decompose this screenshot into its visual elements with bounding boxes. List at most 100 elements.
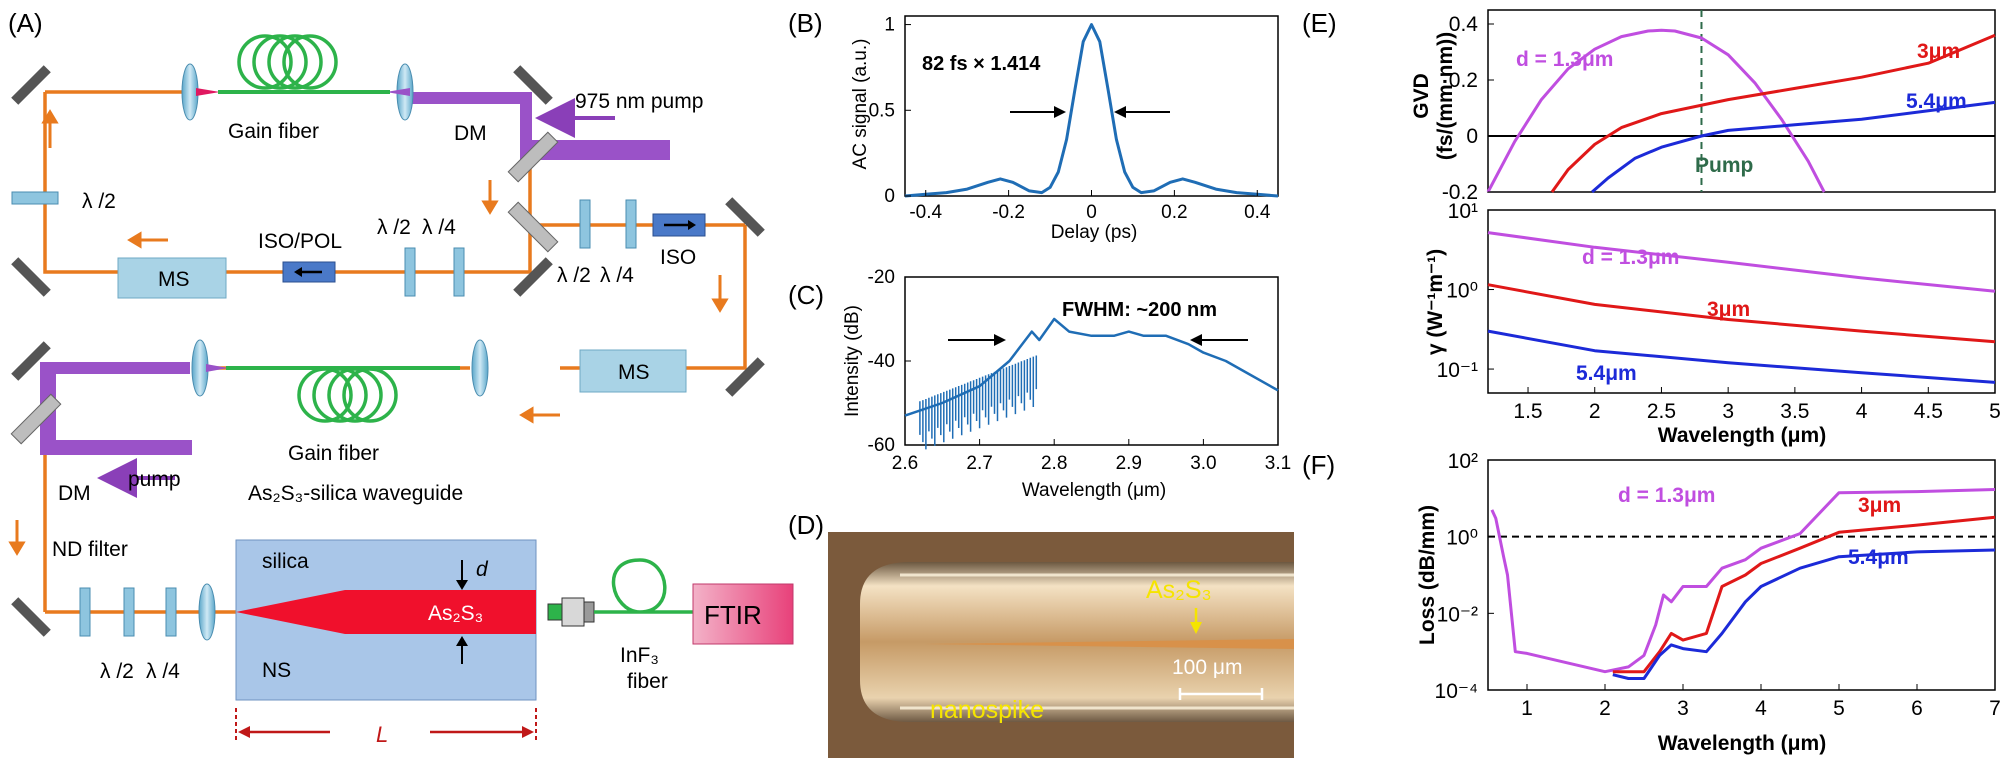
pump-beam-top (405, 92, 670, 160)
label-ms-right: MS (618, 361, 650, 384)
label-waveguide-title: As₂S₃-silica waveguide (248, 482, 463, 505)
x-tick-label: 5 (1833, 697, 1845, 720)
panel-a: (A) (8, 8, 794, 747)
plot-e-bottom-marks: 10¹ 10⁰ 10⁻¹ 1.5 2 2.5 3 3.5 4 4.5 5 (1437, 200, 2001, 423)
half-wave-plate (123, 587, 135, 637)
spectrum-fringes (919, 355, 1038, 450)
mirror-icon (513, 257, 553, 297)
series-line-spectrum (904, 317, 1279, 417)
fiber-coil-icon (237, 34, 338, 90)
plot-frame-b (904, 15, 1279, 197)
series-label-d3: 3μm (1917, 40, 1960, 63)
nanospike-taper (925, 639, 1294, 649)
panel-e: (E) 0.4 0.2 0 -0.2 10¹ 10⁰ 10⁻¹ 1.5 2 2.5 3 3.5 4 4.… (1302, 8, 2001, 447)
x-tick-label: 2 (1589, 400, 1601, 423)
series-line-ac (904, 23, 1279, 198)
quarter-wave-plate (165, 587, 177, 637)
plot-b-marks: -0.4 -0.2 0 0.2 0.4 0 0.5 1 (869, 15, 1279, 223)
label-gain-fiber-top: Gain fiber (228, 120, 319, 143)
pump-beam-bottom (40, 410, 192, 455)
arrow-icon (1190, 622, 1202, 634)
label-d-as2s3: As₂S₃ (1146, 576, 1212, 604)
plot-frame-e-top (1487, 9, 1996, 193)
plot-frame-e-bottom (1487, 209, 1996, 394)
label-ns: NS (262, 659, 291, 682)
xlabel-e: Wavelength (μm) (1658, 424, 1826, 447)
x-tick-label: 3 (1677, 697, 1689, 720)
x-tick-label: 4 (1856, 400, 1868, 423)
arrow-icon (994, 334, 1006, 346)
x-tick-label: 2.6 (892, 453, 918, 474)
label-gain-fiber-bottom: Gain fiber (288, 442, 379, 465)
arrow-icon (1114, 106, 1126, 118)
label-scale: 100 μm (1172, 656, 1242, 679)
series-line-loss-2 (1612, 548, 1996, 680)
as2s3-core (236, 590, 536, 634)
connector-icon (583, 601, 595, 623)
y-tick-label: 10⁻² (1437, 603, 1478, 626)
series-line-gamma-2 (1487, 329, 1996, 384)
y-tick-label: 1 (884, 15, 895, 36)
x-tick-label: 0 (1086, 202, 1097, 223)
half-wave-plate (79, 587, 91, 637)
y-tick-label: 0.2 (1449, 69, 1478, 92)
label-inf3-2: fiber (627, 670, 668, 693)
series-label-d13: d = 1.3μm (1516, 48, 1613, 71)
mirror-icon (725, 357, 765, 397)
panel-c-letter: (C) (788, 280, 824, 310)
xlabel-b: Delay (ps) (1051, 222, 1138, 243)
x-tick-label: 0.4 (1244, 202, 1271, 223)
arrow-icon (1054, 106, 1066, 118)
panel-f-letter: (F) (1302, 450, 1335, 480)
arrow-icon (1190, 334, 1202, 346)
y-tick-label: 0.4 (1449, 13, 1479, 36)
arrow-icon (456, 580, 468, 590)
lens-icon (471, 339, 489, 397)
ylabel-e-top-1: GVD (1410, 73, 1433, 119)
label-nanospike: nanospike (930, 696, 1044, 724)
ylabel-e-bottom: γ (W⁻¹m⁻¹) (1424, 249, 1447, 355)
mirror-icon (513, 65, 553, 105)
connector-icon (547, 603, 563, 621)
label-iso-pol: ISO/POL (258, 230, 342, 253)
label-iso: ISO (660, 246, 696, 269)
beam-direction-arrows (8, 109, 729, 556)
panel-e-letter: (E) (1302, 8, 1337, 38)
label-dm-bottom: DM (58, 482, 91, 505)
series-line-gvd-1 (1550, 33, 1996, 193)
mirror-icon (11, 597, 51, 637)
lens-icon (181, 63, 199, 121)
y-tick-label: 0 (884, 186, 895, 207)
series-line-loss-1 (1612, 515, 1996, 674)
panel-d: (D) As₂S₃ nanospike 100 μm (788, 510, 1294, 758)
arrow-icon (294, 267, 302, 277)
panel-d-letter: (D) (788, 510, 824, 540)
x-tick-label: 3.5 (1780, 400, 1809, 423)
y-tick-label: -40 (868, 351, 895, 372)
panel-c: (C) 2.6 2.7 2.8 2.9 3.0 3.1 -20 -40 -60 FWHM: ~2… (788, 267, 1291, 501)
x-tick-label: 1 (1521, 697, 1533, 720)
label-pump-line: Pump (1695, 154, 1753, 177)
annotation-b: 82 fs × 1.414 (922, 53, 1041, 75)
x-tick-label: 5 (1989, 400, 2001, 423)
ylabel-c: Intensity (dB) (842, 305, 863, 417)
quarter-wave-plate (453, 247, 465, 297)
half-wave-plate (579, 199, 591, 249)
label-qwp-right: λ /4 (600, 264, 634, 287)
half-wave-plate (11, 191, 59, 205)
x-tick-label: 3 (1722, 400, 1734, 423)
label-hwp-mid: λ /2 (377, 216, 411, 239)
mirror-icon (11, 65, 51, 105)
label-qwp-bottom: λ /4 (146, 660, 180, 683)
series-line-loss-0 (1490, 488, 1996, 674)
y-tick-label: 10⁻¹ (1437, 359, 1478, 382)
y-tick-label: 10² (1448, 450, 1478, 473)
x-tick-label: 3.0 (1190, 453, 1216, 474)
ylabel-f: Loss (dB/mm) (1416, 505, 1439, 645)
xlabel-c: Wavelength (μm) (1022, 480, 1166, 501)
ftir-box (692, 583, 794, 645)
fiber-tip (206, 364, 228, 372)
plot-e-top-marks: 0.4 0.2 0 -0.2 (1442, 10, 1996, 204)
x-tick-label: 1.5 (1513, 400, 1542, 423)
